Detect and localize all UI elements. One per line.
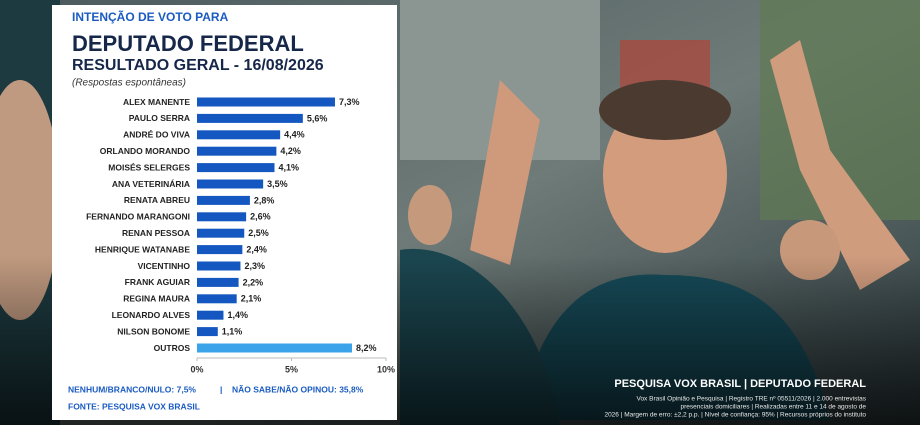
value-label: 5,6% bbox=[307, 113, 328, 123]
value-label: 4,1% bbox=[278, 162, 299, 172]
category-label: ANDRÉ DO VIVA bbox=[123, 130, 190, 140]
bar bbox=[197, 212, 247, 222]
bar bbox=[197, 146, 277, 156]
bar bbox=[197, 261, 241, 271]
caption-title: PESQUISA VOX BRASIL | DEPUTADO FEDERAL bbox=[614, 378, 866, 390]
value-label: 7,3% bbox=[339, 97, 360, 107]
bar bbox=[197, 327, 218, 337]
value-label: 2,1% bbox=[241, 294, 262, 304]
bar bbox=[197, 228, 245, 238]
value-label: 2,3% bbox=[244, 261, 265, 271]
category-label: NILSON BONOME bbox=[117, 326, 190, 336]
category-label: HENRIQUE WATANABE bbox=[95, 244, 190, 254]
category-label: ANA VETERINÁRIA bbox=[112, 179, 190, 189]
value-label: 1,4% bbox=[227, 310, 248, 320]
value-label: 4,2% bbox=[280, 146, 301, 156]
bar bbox=[197, 195, 250, 205]
value-label: 2,4% bbox=[246, 244, 267, 254]
bar bbox=[197, 277, 239, 287]
caption-text: Vox Brasil Opinião e Pesquisa | Registro… bbox=[636, 396, 866, 403]
x-tick-label: 10% bbox=[377, 364, 395, 374]
bar bbox=[197, 294, 237, 304]
category-label: OUTROS bbox=[154, 343, 191, 353]
category-label: FRANK AGUIAR bbox=[125, 277, 190, 287]
category-label: ORLANDO MORANDO bbox=[100, 146, 191, 156]
category-label: RENATA ABREU bbox=[124, 195, 190, 205]
bar bbox=[197, 310, 224, 320]
value-label: 1,1% bbox=[222, 326, 243, 336]
footer-source: FONTE: PESQUISA VOX BRASIL bbox=[68, 401, 200, 411]
bar bbox=[197, 245, 243, 255]
category-label: FERNANDO MARANGONI bbox=[86, 212, 190, 222]
value-label: 8,2% bbox=[356, 343, 377, 353]
category-label: ALEX MANENTE bbox=[123, 97, 190, 107]
bar bbox=[197, 130, 281, 140]
category-label: REGINA MAURA bbox=[123, 294, 190, 304]
chart-note: (Respostas espontâneas) bbox=[72, 78, 186, 89]
category-label: VICENTINHO bbox=[138, 261, 191, 271]
chart-title: DEPUTADO FEDERAL bbox=[72, 31, 304, 56]
bar bbox=[197, 97, 335, 107]
footer-separator: | bbox=[220, 384, 222, 394]
value-label: 2,2% bbox=[243, 277, 264, 287]
caption-text: 2026 | Margem de erro: ±2,2 p.p. | Nível… bbox=[604, 412, 866, 419]
value-label: 3,5% bbox=[267, 179, 288, 189]
category-label: MOISÉS SELERGES bbox=[108, 162, 190, 172]
chart-subtitle: RESULTADO GERAL - 16/08/2026 bbox=[72, 57, 324, 74]
value-label: 2,8% bbox=[254, 195, 275, 205]
bar bbox=[197, 163, 275, 173]
bar bbox=[197, 179, 264, 189]
footer-blank-null: NENHUM/BRANCO/NULO: 7,5% bbox=[68, 384, 196, 394]
x-tick-label: 0% bbox=[190, 364, 203, 374]
value-label: 4,4% bbox=[284, 130, 305, 140]
bar bbox=[197, 343, 352, 353]
x-tick-label: 5% bbox=[285, 364, 298, 374]
value-label: 2,6% bbox=[250, 212, 271, 222]
category-label: PAULO SERRA bbox=[129, 113, 190, 123]
bar bbox=[197, 113, 303, 123]
chart-overline: INTENÇÃO DE VOTO PARA bbox=[72, 9, 229, 24]
category-label: LEONARDO ALVES bbox=[112, 310, 191, 320]
footer-undecided: NÃO SABE/NÃO OPINOU: 35,8% bbox=[232, 384, 364, 394]
category-label: RENAN PESSOA bbox=[122, 228, 190, 238]
caption-text: presenciais domiciliares | Realizadas en… bbox=[681, 404, 867, 411]
value-label: 2,5% bbox=[248, 228, 269, 238]
